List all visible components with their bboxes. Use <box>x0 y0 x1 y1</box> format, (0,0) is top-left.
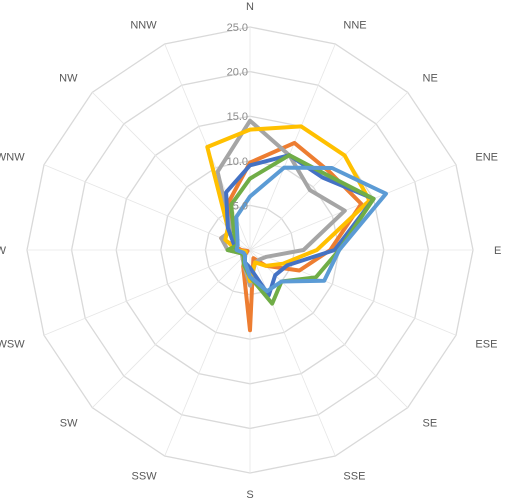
grid-spoke <box>92 249 251 408</box>
grid-spoke <box>249 164 457 251</box>
grid-spoke <box>43 164 251 251</box>
direction-label-e: E <box>494 245 501 257</box>
tick-label: 25.0 <box>227 22 248 34</box>
direction-label-ne: NE <box>423 73 438 85</box>
direction-label-ese: ESE <box>475 338 497 350</box>
direction-label-se: SE <box>423 418 438 430</box>
tick-label: 10.0 <box>227 156 248 168</box>
direction-label-sse: SSE <box>343 470 365 482</box>
grid-spoke <box>43 249 251 336</box>
tick-label: 20.0 <box>227 67 248 79</box>
tick-label: 5.0 <box>233 200 248 212</box>
direction-label-wsw: WSW <box>0 338 25 350</box>
series-3-line <box>205 124 372 284</box>
direction-label-nne: NNE <box>343 20 366 32</box>
direction-label-nnw: NNW <box>130 20 157 32</box>
tick-label: 15.0 <box>227 111 248 123</box>
direction-label-sw: SW <box>60 418 78 430</box>
direction-label-w: W <box>0 245 7 257</box>
direction-label-nw: NW <box>59 73 78 85</box>
series-layer <box>205 118 388 333</box>
direction-label-wnw: WNW <box>0 152 25 164</box>
grid-spoke <box>92 92 251 251</box>
grid-spoke <box>249 249 336 457</box>
tick-layer: 5.0 10.0 15.0 20.0 25.0 <box>227 22 248 212</box>
series-6-line <box>234 165 388 294</box>
direction-label-ssw: SSW <box>132 470 158 482</box>
grid-layer <box>26 26 474 474</box>
direction-label-ene: ENE <box>475 152 498 164</box>
grid-spoke <box>249 43 336 251</box>
grid-spoke <box>164 249 251 457</box>
direction-label-s: S <box>246 489 253 501</box>
direction-label-n: N <box>246 1 254 13</box>
